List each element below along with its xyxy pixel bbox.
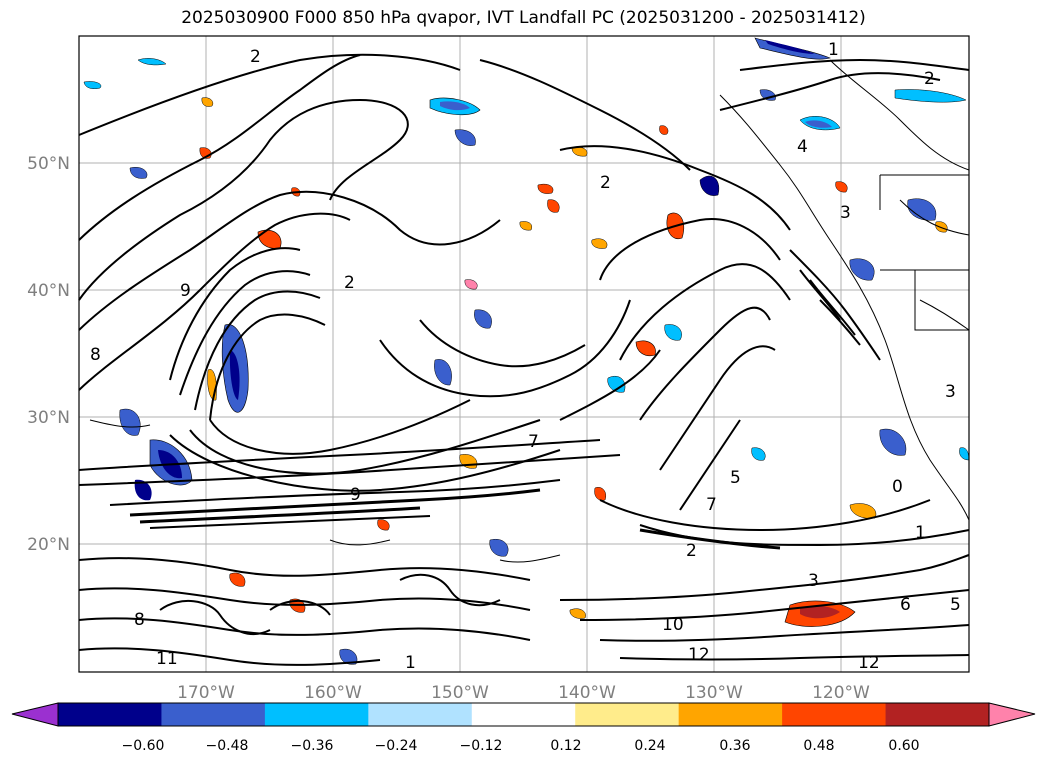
contour-label: 2 <box>344 273 355 293</box>
contour-label: 8 <box>134 610 145 630</box>
colorbar-extend-high <box>988 702 1036 727</box>
colorbar-tick-label: −0.12 <box>460 738 503 754</box>
contour-label: 1 <box>828 40 839 60</box>
colorbar-segment <box>471 703 576 726</box>
colorbar-tick-label: −0.48 <box>206 738 249 754</box>
colorbar-tick-label: 0.24 <box>634 738 665 754</box>
colorbar-segment <box>264 703 369 726</box>
colorbar-tick-label: −0.60 <box>122 738 165 754</box>
contour-label: 9 <box>180 281 191 301</box>
shaded-anomaly-patches <box>83 37 970 665</box>
colorbar-segment <box>368 703 473 726</box>
contour-label: 2 <box>250 47 261 67</box>
contour-label: 10 <box>662 615 684 635</box>
contour-label: 3 <box>945 382 956 402</box>
colorbar-segment <box>782 703 887 726</box>
lon-tick-label: 160°W <box>304 683 362 703</box>
contour-label: 5 <box>950 595 961 615</box>
colorbar: −0.60 −0.48 −0.36 −0.24 −0.12 0.12 0.24 … <box>11 702 1036 754</box>
colorbar-segment <box>58 703 162 726</box>
ivt-minor-contours <box>89 199 970 563</box>
map-title: 2025030900 F000 850 hPa qvapor, IVT Land… <box>181 8 866 28</box>
contour-label: 3 <box>840 203 851 223</box>
contour-label: 1 <box>915 523 926 543</box>
contour-label: 5 <box>730 468 741 488</box>
lat-tick-label: 50°N <box>27 154 70 174</box>
map-panel: 1 2 2 2 4 3 3 9 8 2 7 5 9 8 7 1 2 3 6 10… <box>78 35 970 673</box>
lon-tick-label: 120°W <box>812 683 870 703</box>
colorbar-segment <box>161 703 266 726</box>
colorbar-tick-label: 0.48 <box>803 738 834 754</box>
colorbar-tick-label: −0.36 <box>291 738 334 754</box>
coastline <box>719 59 970 521</box>
latitude-tick-labels: 50°N 40°N 30°N 20°N <box>27 154 70 555</box>
colorbar-frame <box>57 702 990 727</box>
colorbar-tick-label: −0.24 <box>375 738 418 754</box>
colorbar-extend-low <box>11 702 59 727</box>
lat-tick-label: 20°N <box>27 535 70 555</box>
contour-label: 2 <box>600 173 611 193</box>
contour-label: 8 <box>90 345 101 365</box>
longitude-tick-labels: 170°W 160°W 150°W 140°W 130°W 120°W <box>177 683 870 703</box>
colorbar-tick-label: 0.12 <box>550 738 581 754</box>
lon-tick-label: 130°W <box>685 683 743 703</box>
ivt-contours <box>78 53 970 666</box>
map-frame <box>78 35 970 673</box>
contour-label: 9 <box>350 485 361 505</box>
contour-label: 12 <box>858 653 880 673</box>
lon-tick-label: 150°W <box>431 683 489 703</box>
contour-label: 3 <box>808 571 819 591</box>
contour-label: 2 <box>686 541 697 561</box>
contour-label: 11 <box>156 649 178 669</box>
contour-label: 2 <box>924 69 935 89</box>
lon-tick-label: 140°W <box>558 683 616 703</box>
colorbar-tick-labels: −0.60 −0.48 −0.36 −0.24 −0.12 0.12 0.24 … <box>122 738 920 754</box>
colorbar-tick-label: 0.36 <box>719 738 750 754</box>
colorbar-tick-label: 0.60 <box>888 738 919 754</box>
contour-label: 12 <box>688 645 710 665</box>
colorbar-segment <box>885 703 990 726</box>
contour-label: 1 <box>405 653 416 673</box>
colorbar-segment <box>575 703 680 726</box>
contour-label: 7 <box>706 495 717 515</box>
lat-tick-label: 40°N <box>27 281 70 301</box>
lon-tick-label: 170°W <box>177 683 235 703</box>
colorbar-segment <box>678 703 783 726</box>
contour-labels: 1 2 2 2 4 3 3 9 8 2 7 5 9 8 7 1 2 3 6 10… <box>90 40 961 673</box>
contour-label: 7 <box>528 432 539 452</box>
contour-label: 6 <box>900 595 911 615</box>
contour-label: 4 <box>797 137 808 157</box>
contour-label: 0 <box>892 477 903 497</box>
lat-tick-label: 30°N <box>27 408 70 428</box>
